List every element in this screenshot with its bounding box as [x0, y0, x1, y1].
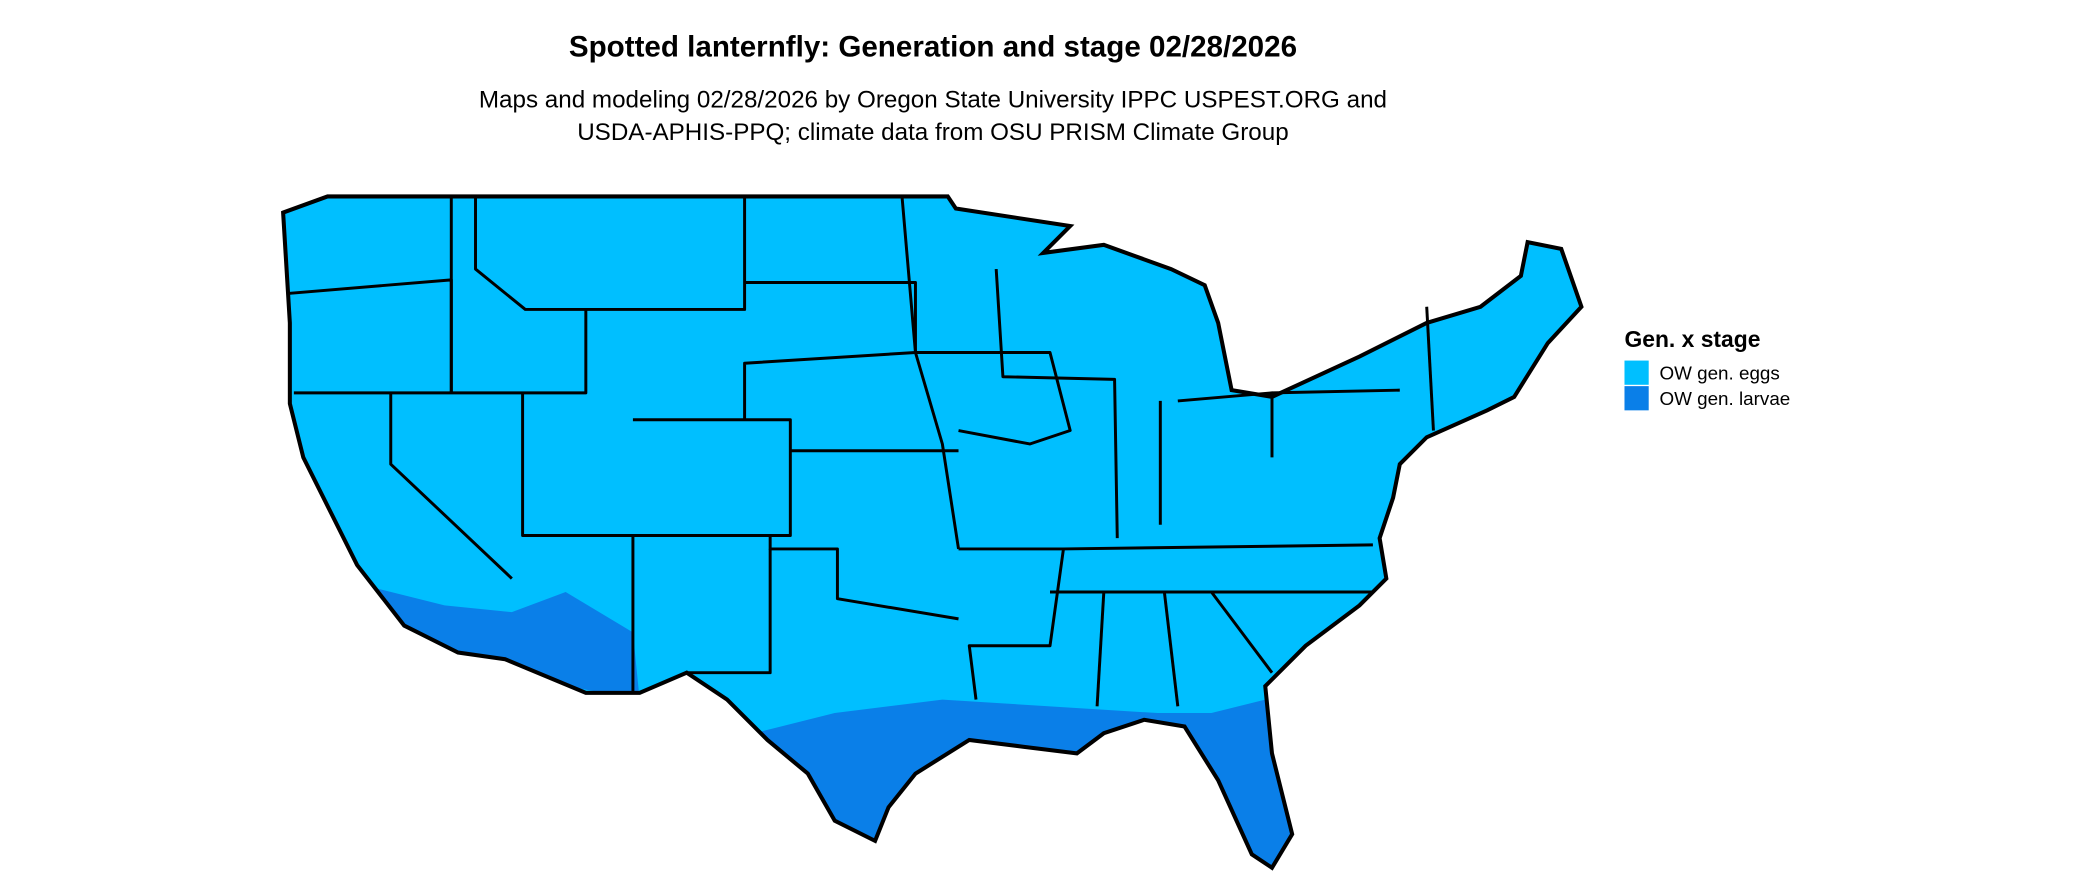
legend-swatch: [1624, 386, 1649, 411]
legend-title: Gen. x stage: [1624, 326, 1760, 352]
map: [270, 175, 1602, 888]
subtitle-line: USDA-APHIS-PPQ; climate data from OSU PR…: [577, 119, 1289, 146]
map-title: Spotted lanternfly: Generation and stage…: [569, 31, 1297, 64]
eggs-region: [283, 196, 1582, 868]
legend-label: OW gen. eggs: [1659, 362, 1779, 383]
state-borders: [289, 196, 1435, 707]
larvae-region: [350, 585, 640, 700]
legend: Gen. x stage OW gen. eggs OW gen. larvae: [1624, 326, 1790, 411]
legend-swatch: [1624, 360, 1649, 385]
subtitle-line: Maps and modeling 02/28/2026 by Oregon S…: [479, 87, 1387, 114]
legend-label: OW gen. larvae: [1659, 388, 1790, 409]
